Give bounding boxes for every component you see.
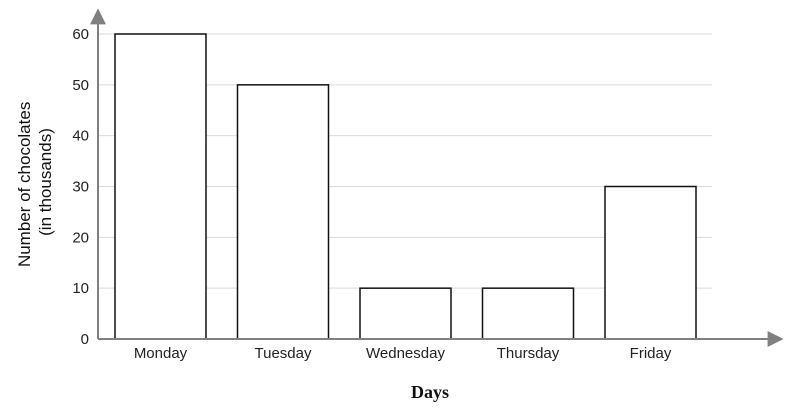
x-tick-label-monday: Monday — [134, 345, 188, 362]
y-tick-label: 30 — [72, 179, 89, 196]
x-axis-title: Days — [411, 382, 449, 402]
bar-wednesday — [359, 287, 452, 340]
x-category-labels: Monday Tuesday Wednesday Thursday Friday — [134, 345, 672, 362]
y-tick-label: 10 — [72, 280, 89, 297]
y-axis-title-line-1: Number of chocolates — [15, 102, 34, 267]
y-tick-label: 40 — [72, 128, 89, 145]
x-tick-label-tuesday: Tuesday — [255, 345, 312, 362]
y-tick-label: 60 — [72, 26, 89, 43]
y-tick-label: 20 — [72, 229, 89, 246]
x-tick-label-wednesday: Wednesday — [366, 345, 445, 362]
bar-friday — [604, 185, 697, 340]
y-tick-labels: 0 10 20 30 40 50 60 — [72, 26, 89, 348]
y-tick-label: 50 — [72, 77, 89, 94]
bars — [114, 33, 697, 340]
bar-thursday — [481, 287, 575, 340]
bar-monday — [114, 33, 207, 340]
y-axis-title: Number of chocolates (in thousands) — [15, 97, 55, 267]
y-axis-title-line-2: (in thousands) — [36, 128, 55, 236]
x-tick-label-friday: Friday — [630, 345, 672, 362]
x-tick-label-thursday: Thursday — [497, 345, 560, 362]
y-tick-label: 0 — [81, 331, 89, 348]
bar-tuesday — [236, 84, 330, 340]
